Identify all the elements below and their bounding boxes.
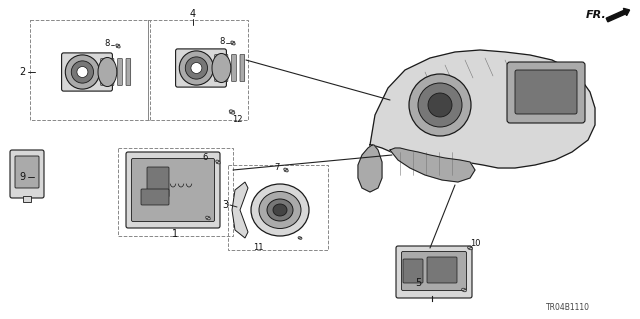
Polygon shape — [390, 148, 475, 182]
Text: 9: 9 — [19, 172, 25, 182]
Bar — [228, 165, 328, 250]
Ellipse shape — [428, 93, 452, 117]
Ellipse shape — [259, 191, 301, 228]
Text: 8: 8 — [220, 38, 225, 47]
FancyBboxPatch shape — [396, 246, 472, 298]
FancyArrow shape — [606, 8, 630, 22]
FancyBboxPatch shape — [131, 159, 214, 221]
FancyBboxPatch shape — [15, 156, 39, 188]
Ellipse shape — [468, 246, 472, 250]
FancyBboxPatch shape — [223, 55, 228, 81]
FancyBboxPatch shape — [215, 55, 220, 81]
Ellipse shape — [205, 216, 211, 220]
FancyBboxPatch shape — [515, 70, 577, 114]
Text: 8: 8 — [104, 40, 109, 48]
Text: 11: 11 — [253, 243, 263, 253]
Bar — [30, 20, 150, 120]
Ellipse shape — [212, 54, 231, 83]
Polygon shape — [232, 182, 248, 238]
FancyBboxPatch shape — [147, 167, 169, 197]
Text: 1: 1 — [172, 229, 178, 239]
FancyBboxPatch shape — [240, 55, 244, 81]
Text: TR04B1110: TR04B1110 — [546, 303, 590, 312]
FancyBboxPatch shape — [232, 55, 236, 81]
Ellipse shape — [191, 63, 202, 73]
Ellipse shape — [216, 160, 220, 164]
FancyBboxPatch shape — [109, 58, 114, 85]
FancyBboxPatch shape — [100, 58, 106, 85]
Ellipse shape — [418, 83, 462, 127]
Ellipse shape — [298, 237, 302, 239]
Ellipse shape — [409, 74, 471, 136]
Ellipse shape — [251, 184, 309, 236]
FancyBboxPatch shape — [507, 62, 585, 123]
Bar — [148, 20, 248, 120]
Ellipse shape — [179, 51, 214, 85]
Ellipse shape — [116, 44, 120, 48]
Ellipse shape — [77, 67, 88, 78]
Bar — [118, 148, 233, 236]
FancyBboxPatch shape — [141, 189, 169, 205]
Ellipse shape — [71, 61, 93, 83]
Ellipse shape — [267, 199, 293, 221]
Text: FR.: FR. — [586, 10, 607, 20]
Ellipse shape — [461, 288, 467, 292]
Ellipse shape — [273, 204, 287, 216]
Text: 6: 6 — [202, 153, 208, 162]
Polygon shape — [358, 145, 382, 192]
FancyBboxPatch shape — [427, 257, 457, 283]
FancyBboxPatch shape — [403, 259, 423, 283]
Text: 3: 3 — [222, 200, 228, 210]
Ellipse shape — [284, 168, 288, 172]
Ellipse shape — [65, 55, 99, 89]
FancyBboxPatch shape — [401, 251, 467, 291]
FancyBboxPatch shape — [118, 58, 122, 85]
Ellipse shape — [231, 41, 235, 45]
Text: 12: 12 — [232, 115, 243, 124]
FancyBboxPatch shape — [10, 150, 44, 198]
FancyBboxPatch shape — [126, 58, 131, 85]
Ellipse shape — [186, 57, 207, 79]
Text: 10: 10 — [470, 240, 480, 249]
FancyBboxPatch shape — [175, 49, 227, 87]
FancyBboxPatch shape — [126, 152, 220, 228]
Bar — [23, 196, 31, 202]
Polygon shape — [370, 50, 595, 168]
Ellipse shape — [98, 57, 117, 86]
FancyBboxPatch shape — [61, 53, 113, 91]
Ellipse shape — [229, 110, 235, 114]
Text: 4: 4 — [190, 9, 196, 19]
Text: 2: 2 — [19, 67, 25, 77]
Text: 7: 7 — [275, 164, 280, 173]
Text: 5: 5 — [415, 278, 421, 288]
